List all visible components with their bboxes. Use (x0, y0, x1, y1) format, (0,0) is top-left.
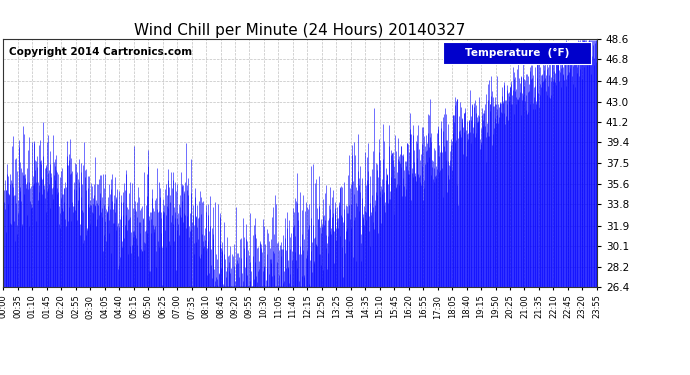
Text: Copyright 2014 Cartronics.com: Copyright 2014 Cartronics.com (10, 47, 193, 57)
Title: Wind Chill per Minute (24 Hours) 20140327: Wind Chill per Minute (24 Hours) 2014032… (135, 23, 466, 38)
